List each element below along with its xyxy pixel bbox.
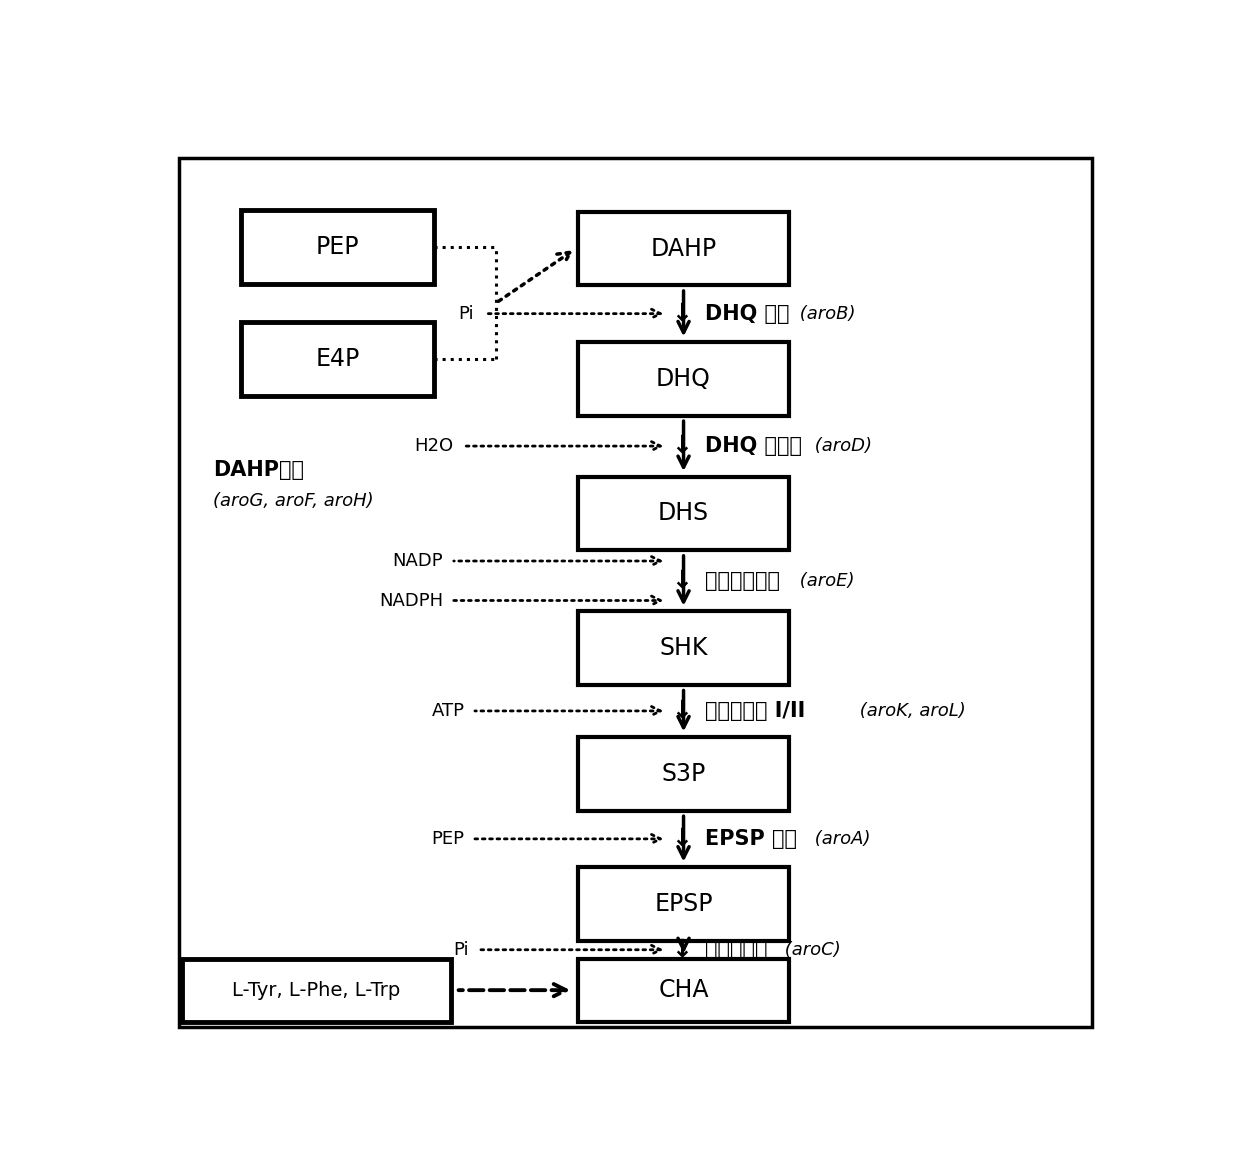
Text: H2O: H2O xyxy=(414,437,453,455)
Text: EPSP: EPSP xyxy=(655,892,713,916)
Text: NADP: NADP xyxy=(393,552,444,570)
Bar xyxy=(578,737,789,810)
Text: ↓: ↓ xyxy=(671,698,692,723)
Text: PEP: PEP xyxy=(316,234,360,259)
Text: (aroK, aroL): (aroK, aroL) xyxy=(853,702,966,719)
Text: (aroC): (aroC) xyxy=(779,941,841,958)
Text: NADPH: NADPH xyxy=(379,591,444,610)
Bar xyxy=(578,212,789,286)
Text: PEP: PEP xyxy=(432,830,465,848)
Text: EPSP 合酶: EPSP 合酶 xyxy=(704,829,796,849)
Text: DHQ 合酶: DHQ 合酶 xyxy=(704,303,789,324)
Text: ↓: ↓ xyxy=(671,569,692,592)
Bar xyxy=(182,958,451,1021)
Bar xyxy=(578,477,789,550)
Text: Pi: Pi xyxy=(459,304,474,323)
Text: (aroD): (aroD) xyxy=(808,437,872,455)
Text: 分支酸合酶: 分支酸合酶 xyxy=(704,940,768,960)
Text: (aroE): (aroE) xyxy=(794,571,854,590)
Bar xyxy=(242,210,434,283)
Text: DAHP合酶: DAHP合酶 xyxy=(213,461,304,480)
Text: 莽草酸激酶 I/II: 莽草酸激酶 I/II xyxy=(704,701,805,721)
Bar xyxy=(578,611,789,684)
Bar xyxy=(578,958,789,1021)
Text: ↓: ↓ xyxy=(671,937,692,962)
Text: L-Tyr, L-Phe, L-Trp: L-Tyr, L-Phe, L-Trp xyxy=(232,981,401,999)
Text: (aroA): (aroA) xyxy=(808,830,870,848)
Text: E4P: E4P xyxy=(315,347,360,371)
Bar xyxy=(242,322,434,395)
Text: ATP: ATP xyxy=(432,702,465,719)
Text: S3P: S3P xyxy=(661,761,706,786)
Text: ↓: ↓ xyxy=(671,434,692,458)
Bar xyxy=(578,342,789,415)
Text: DHS: DHS xyxy=(658,501,709,526)
Text: (aroG, aroF, aroH): (aroG, aroF, aroH) xyxy=(213,492,373,510)
Text: DAHP: DAHP xyxy=(651,237,717,260)
Text: DHQ: DHQ xyxy=(656,367,711,391)
Text: ↓: ↓ xyxy=(671,302,692,325)
Text: (aroB): (aroB) xyxy=(794,304,856,323)
Text: SHK: SHK xyxy=(660,637,708,660)
Text: 莽草酸脱氢酶: 莽草酸脱氢酶 xyxy=(704,570,780,591)
Text: Pi: Pi xyxy=(454,941,469,958)
Bar xyxy=(578,868,789,941)
Text: CHA: CHA xyxy=(658,978,709,1002)
Text: DHQ 脱水酶: DHQ 脱水酶 xyxy=(704,436,802,456)
Text: ↓: ↓ xyxy=(671,827,692,851)
